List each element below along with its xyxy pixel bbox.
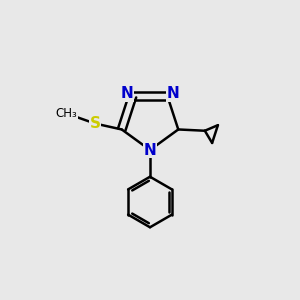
Text: N: N: [167, 86, 179, 101]
Text: S: S: [89, 116, 100, 131]
Text: N: N: [121, 86, 134, 101]
Text: N: N: [144, 142, 156, 158]
Text: CH₃: CH₃: [56, 106, 78, 120]
